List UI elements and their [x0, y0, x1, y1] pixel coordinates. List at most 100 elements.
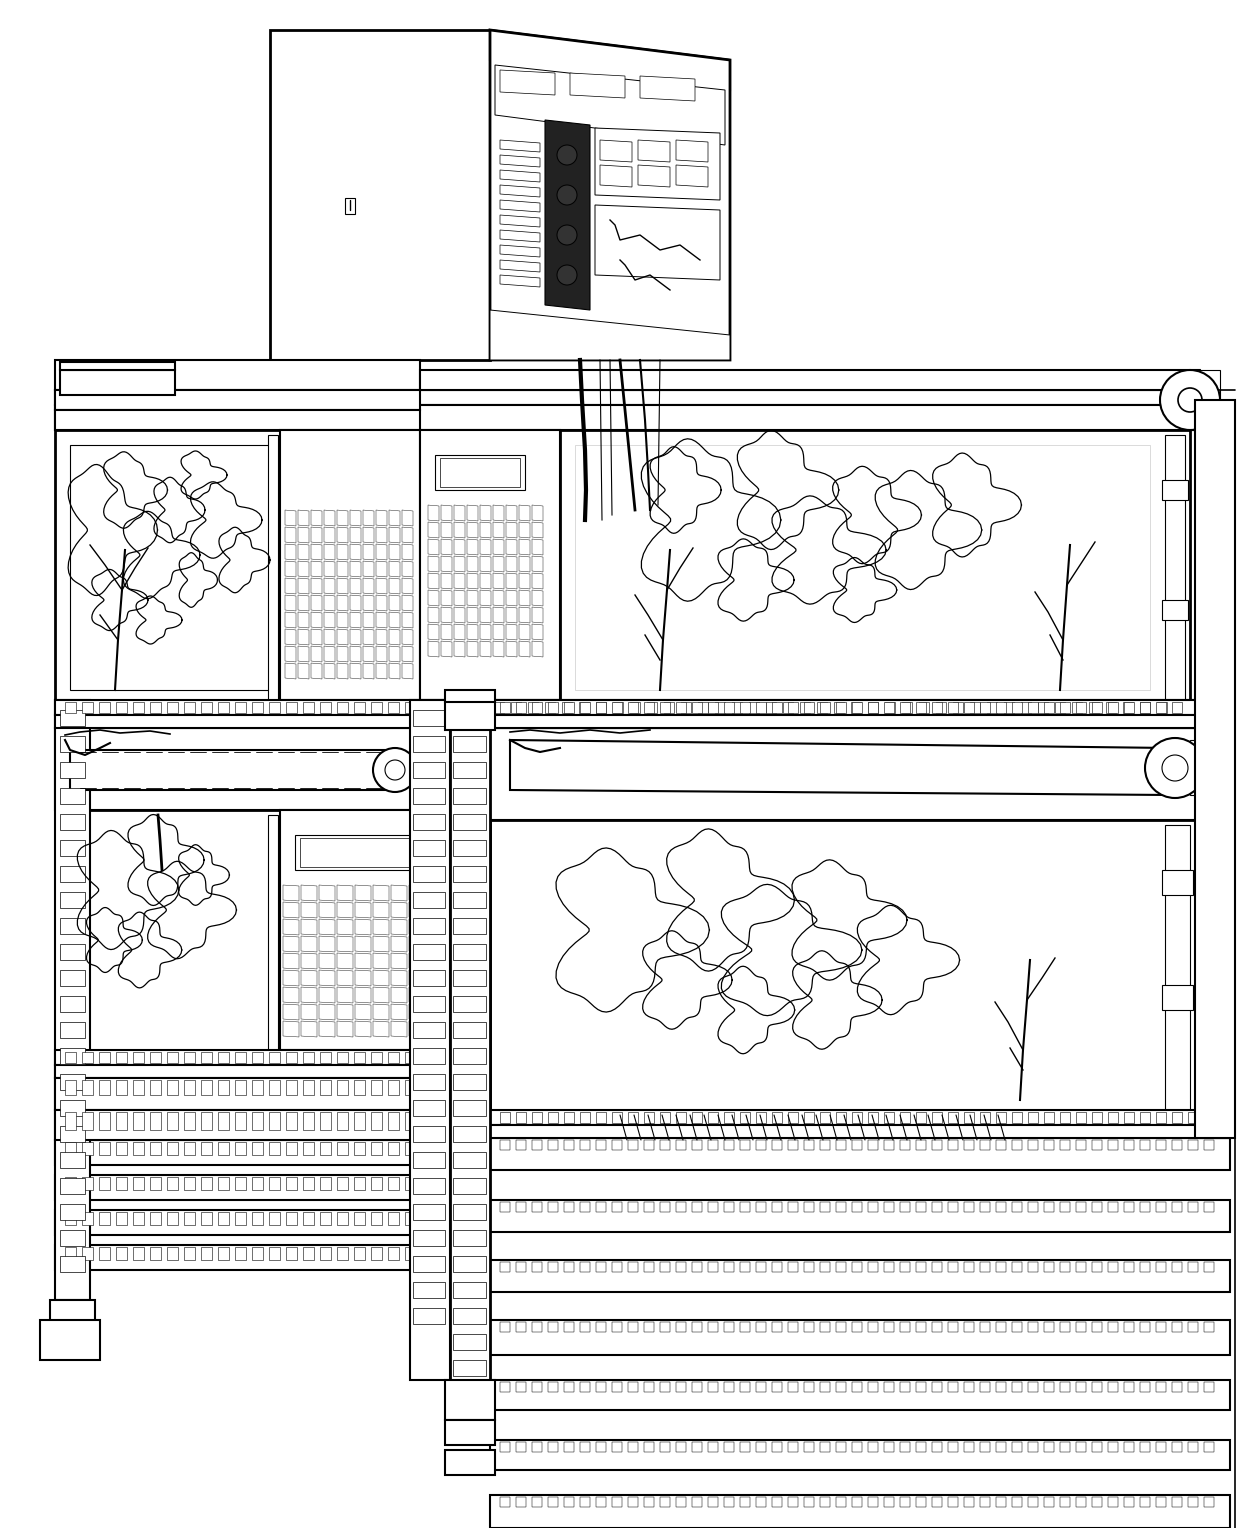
Polygon shape: [1055, 701, 1065, 714]
Polygon shape: [804, 1497, 813, 1507]
Polygon shape: [376, 510, 387, 526]
Polygon shape: [441, 573, 453, 588]
Circle shape: [373, 749, 417, 792]
Polygon shape: [1076, 1381, 1086, 1392]
Polygon shape: [467, 539, 477, 555]
Polygon shape: [773, 1112, 782, 1123]
Polygon shape: [453, 1126, 486, 1141]
Polygon shape: [269, 701, 280, 714]
Circle shape: [1162, 755, 1188, 781]
Polygon shape: [236, 1177, 246, 1190]
Polygon shape: [413, 1126, 445, 1141]
Polygon shape: [692, 1262, 702, 1271]
Polygon shape: [511, 701, 521, 714]
Polygon shape: [55, 715, 450, 727]
Polygon shape: [1028, 1442, 1038, 1452]
Polygon shape: [660, 701, 670, 714]
Polygon shape: [804, 1262, 813, 1271]
Polygon shape: [756, 1203, 766, 1212]
Polygon shape: [363, 578, 374, 594]
Polygon shape: [376, 630, 387, 645]
Polygon shape: [546, 121, 590, 310]
Polygon shape: [320, 1051, 331, 1063]
Polygon shape: [676, 165, 708, 186]
Polygon shape: [453, 944, 486, 960]
Polygon shape: [532, 1203, 542, 1212]
Polygon shape: [1109, 1442, 1118, 1452]
Polygon shape: [724, 1381, 734, 1392]
Polygon shape: [236, 1212, 246, 1225]
Polygon shape: [453, 762, 486, 778]
Polygon shape: [1172, 1262, 1182, 1271]
Polygon shape: [1060, 1381, 1070, 1392]
Polygon shape: [1188, 1442, 1198, 1452]
Polygon shape: [884, 1442, 894, 1452]
Polygon shape: [60, 362, 175, 370]
Polygon shape: [1028, 1140, 1038, 1151]
Polygon shape: [64, 1112, 76, 1131]
Polygon shape: [900, 1140, 910, 1151]
Polygon shape: [269, 1177, 280, 1190]
Polygon shape: [676, 1497, 686, 1507]
Polygon shape: [409, 987, 425, 1002]
Polygon shape: [900, 701, 910, 714]
Polygon shape: [580, 1442, 590, 1452]
Polygon shape: [916, 1381, 926, 1392]
Polygon shape: [532, 1140, 542, 1151]
Polygon shape: [613, 1140, 622, 1151]
Polygon shape: [428, 607, 439, 623]
Polygon shape: [868, 1322, 878, 1332]
Polygon shape: [787, 1140, 799, 1151]
Polygon shape: [820, 1381, 830, 1392]
Polygon shape: [773, 1322, 782, 1332]
Polygon shape: [453, 1204, 486, 1219]
Polygon shape: [64, 1212, 76, 1225]
Polygon shape: [708, 1322, 718, 1332]
Polygon shape: [1109, 1203, 1118, 1212]
Polygon shape: [901, 701, 911, 714]
Polygon shape: [285, 510, 296, 526]
Polygon shape: [350, 544, 361, 559]
Polygon shape: [692, 1140, 702, 1151]
Polygon shape: [500, 1497, 510, 1507]
Polygon shape: [740, 1381, 750, 1392]
Polygon shape: [1188, 1497, 1198, 1507]
Polygon shape: [405, 1247, 415, 1261]
Polygon shape: [676, 1140, 686, 1151]
Polygon shape: [1172, 1322, 1182, 1332]
Polygon shape: [852, 1262, 862, 1271]
Polygon shape: [494, 590, 503, 607]
Polygon shape: [1140, 1203, 1149, 1212]
Polygon shape: [804, 1322, 813, 1332]
Polygon shape: [1123, 1322, 1135, 1332]
Polygon shape: [82, 1247, 93, 1261]
Polygon shape: [570, 73, 625, 98]
Polygon shape: [303, 701, 314, 714]
Polygon shape: [708, 1442, 718, 1452]
Polygon shape: [676, 1442, 686, 1452]
Polygon shape: [319, 902, 335, 918]
Polygon shape: [516, 1322, 526, 1332]
Polygon shape: [660, 1497, 670, 1507]
Polygon shape: [55, 1140, 450, 1164]
Polygon shape: [756, 1140, 766, 1151]
Circle shape: [1145, 738, 1205, 798]
Polygon shape: [311, 510, 322, 526]
Polygon shape: [919, 701, 929, 714]
Polygon shape: [353, 1080, 365, 1096]
Polygon shape: [1044, 701, 1054, 714]
Polygon shape: [980, 1381, 990, 1392]
Polygon shape: [337, 1247, 348, 1261]
Polygon shape: [371, 701, 382, 714]
Polygon shape: [740, 1442, 750, 1452]
Polygon shape: [627, 1262, 639, 1271]
Polygon shape: [389, 663, 401, 678]
Polygon shape: [64, 701, 76, 714]
Polygon shape: [1092, 701, 1102, 714]
Polygon shape: [201, 1112, 212, 1131]
Polygon shape: [580, 1203, 590, 1212]
Polygon shape: [283, 918, 299, 935]
Polygon shape: [852, 1203, 862, 1212]
Polygon shape: [724, 701, 734, 714]
Polygon shape: [613, 1381, 622, 1392]
